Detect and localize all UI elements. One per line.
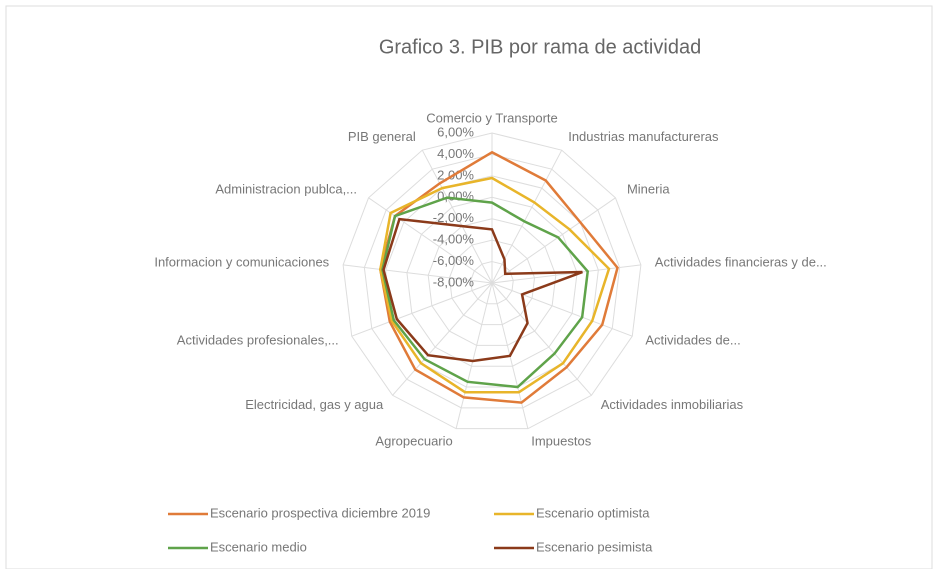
y-tick-label: 6,00% — [437, 124, 474, 139]
legend-label: Escenario medio — [210, 539, 307, 554]
y-tick-label: 4,00% — [437, 146, 474, 161]
grid-ring — [385, 175, 599, 388]
category-label: Electricidad, gas y agua — [245, 397, 384, 412]
grid-ring — [342, 132, 642, 430]
spoke — [368, 197, 493, 284]
legend-label: Escenario optimista — [536, 505, 650, 520]
spoke — [491, 197, 616, 284]
spoke — [491, 282, 633, 337]
category-label: Mineria — [627, 181, 670, 196]
spoke — [421, 149, 493, 284]
spoke — [351, 282, 493, 337]
y-tick-label: -6,00% — [433, 253, 475, 268]
legend-label: Escenario pesimista — [536, 539, 653, 554]
category-label: Comercio y Transporte — [426, 110, 558, 125]
series-line — [379, 176, 611, 394]
category-label: Agropecuario — [375, 434, 452, 449]
spoke — [392, 282, 493, 396]
spoke — [343, 264, 493, 284]
grid-ring — [470, 261, 514, 305]
grid-ring — [448, 239, 536, 326]
series-line — [381, 196, 590, 389]
spoke — [455, 282, 493, 429]
legend-label: Escenario prospectiva diciembre 2019 — [210, 505, 430, 520]
category-label: Informacion y comunicaciones — [154, 255, 329, 270]
category-label: Actividades inmobiliarias — [601, 397, 744, 412]
y-tick-label: -8,00% — [433, 274, 475, 289]
y-tick-label: -4,00% — [433, 232, 475, 247]
category-label: Actividades de... — [645, 333, 740, 348]
grid-ring — [427, 218, 557, 346]
category-label: Impuestos — [531, 434, 591, 449]
series-line — [382, 217, 583, 363]
chart-title: Grafico 3. PIB por rama de actividad — [379, 36, 701, 58]
category-label: Actividades profesionales,... — [177, 333, 339, 348]
grid-ring — [363, 153, 621, 409]
category-label: Administracion publca,... — [215, 181, 357, 196]
y-tick-label: -2,00% — [433, 210, 475, 225]
chart-frame — [5, 5, 933, 569]
spoke — [491, 282, 592, 396]
y-tick-label: 0,00% — [437, 189, 474, 204]
category-label: Actividades financieras y de... — [655, 255, 827, 270]
category-label: PIB general — [348, 129, 416, 144]
grid-ring — [406, 196, 578, 367]
category-label: Industrias manufactureras — [568, 129, 719, 144]
